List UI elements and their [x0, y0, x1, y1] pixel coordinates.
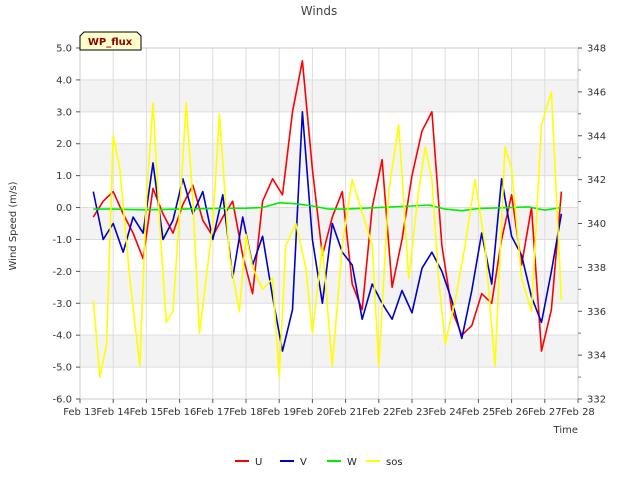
series-line-sos: [92, 91, 563, 378]
y-tick-label: -5.0: [52, 363, 72, 374]
x-tick-label: Feb 22: [362, 407, 396, 418]
band: [80, 79, 578, 112]
y-tick-label: 2.0: [56, 139, 72, 150]
legend-label: U: [255, 457, 262, 468]
x-tick-label: Feb 15: [130, 407, 164, 418]
band: [80, 175, 578, 208]
y2-tick-label: 338: [587, 263, 606, 274]
y-tick-label: 5.0: [56, 44, 72, 55]
y2-tick-label: 348: [587, 44, 606, 55]
y-tick-label: 0.0: [56, 203, 72, 214]
x-tick-label: Feb 20: [296, 407, 330, 418]
x-axis-ticks: Feb 13 Feb 14 Feb 15 Feb 16 Feb 17 Feb 18 Feb …: [63, 399, 595, 418]
y-tick-label: -3.0: [52, 299, 72, 310]
band: [80, 271, 578, 304]
y-tick-label: 4.0: [56, 75, 72, 86]
band: [80, 367, 578, 399]
x-axis-title: Time: [553, 425, 578, 436]
x-tick-label: Feb 23: [395, 407, 429, 418]
y2-tick-label: 334: [587, 351, 606, 362]
x-tick-label: Feb 18: [229, 407, 263, 418]
series-lines: [92, 59, 563, 378]
band: [80, 48, 578, 80]
x-tick-label: Feb 16: [163, 407, 197, 418]
site-badge: WP_flux: [79, 31, 142, 51]
y-tick-label: -2.0: [52, 267, 72, 278]
chart-title: Winds: [301, 4, 337, 18]
y-axis-title: Wind Speed (m/s): [8, 181, 19, 270]
y2-tick-label: 336: [587, 307, 606, 318]
y-tick-label: 1.0: [56, 171, 72, 182]
x-tick-label: Feb 13: [63, 407, 97, 418]
band: [80, 335, 578, 368]
y2-tick-label: 342: [587, 175, 606, 186]
x-tick-label: Feb 21: [329, 407, 363, 418]
series-line-u: [92, 59, 563, 352]
legend-item-w: W: [327, 457, 357, 468]
y-tick-label: -6.0: [52, 395, 72, 406]
legend-label: V: [300, 457, 307, 468]
x-tick-label: Feb 26: [495, 407, 529, 418]
x-tick-label: Feb 19: [262, 407, 296, 418]
badge-box: [79, 31, 142, 51]
band: [80, 143, 578, 176]
x-tick-label: Feb 17: [196, 407, 230, 418]
x-tick-label: Feb 28: [561, 407, 595, 418]
y-tick-label: 3.0: [56, 107, 72, 118]
x-tick-label: Feb 25: [462, 407, 496, 418]
y-tick-label: -1.0: [52, 235, 72, 246]
x-tick-label: Feb 27: [528, 407, 562, 418]
right-axis-ticks: 348 346 344 342 340 338 336 334 332: [578, 44, 606, 406]
band: [80, 111, 578, 144]
y2-tick-label: 344: [587, 131, 606, 142]
legend-item-sos: sos: [366, 457, 403, 468]
x-tick-label: Feb 24: [428, 407, 462, 418]
left-axis-ticks: 5.0 4.0 3.0 2.0 1.0 0.0 -1.0 -2.0 -3.0 -4.0 -5.0 -6…: [52, 44, 80, 406]
y2-tick-label: 346: [587, 87, 606, 98]
y-tick-label: -4.0: [52, 331, 72, 342]
y2-tick-label: 340: [587, 219, 606, 230]
x-tick-label: Feb 14: [96, 407, 130, 418]
series-line-w: [93, 202, 562, 212]
badge-label: WP_flux: [88, 37, 133, 48]
legend-item-u: U: [235, 457, 262, 468]
legend-item-v: V: [280, 457, 307, 468]
series-line-v: [92, 111, 563, 352]
legend-label: W: [347, 457, 357, 468]
plot-background-bands: [80, 48, 578, 399]
legend-label: sos: [386, 457, 403, 468]
y2-tick-label: 332: [587, 395, 606, 406]
